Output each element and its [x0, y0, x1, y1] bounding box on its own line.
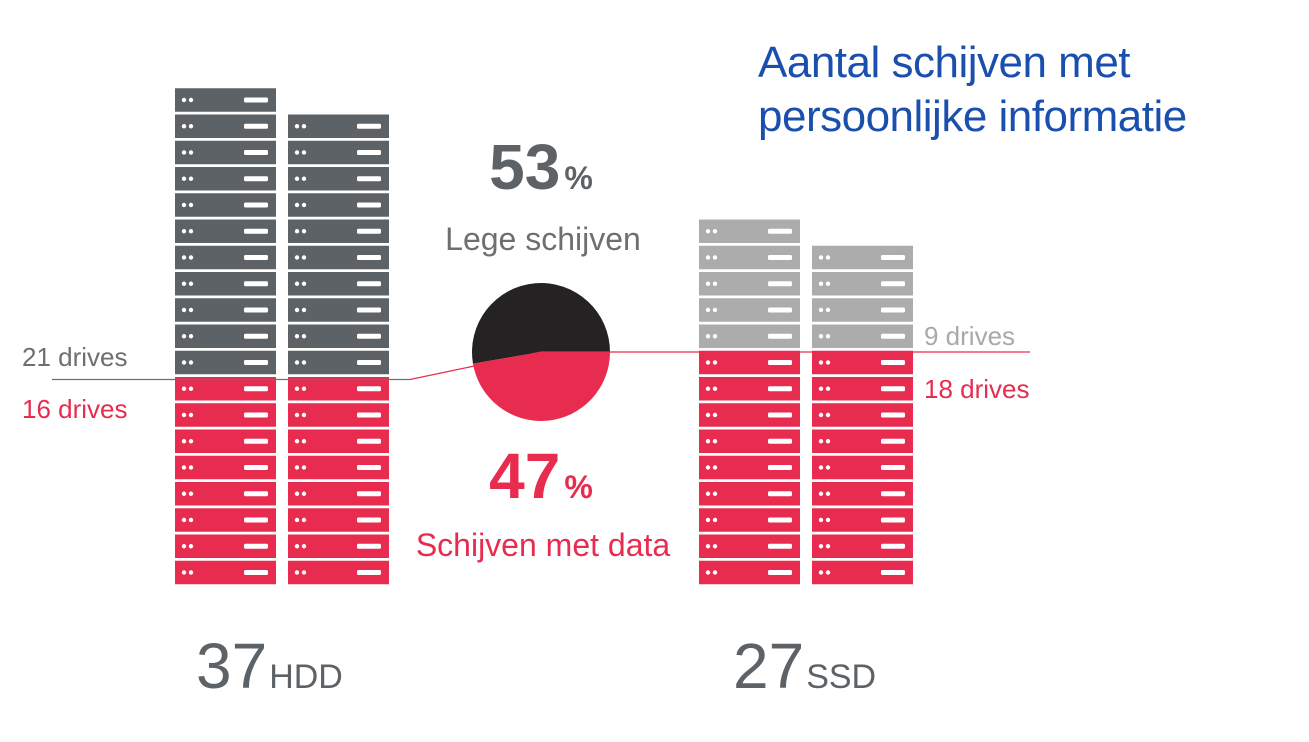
hdd-empty-drives-label: 21 drives [22, 342, 128, 372]
ssd-total: 27SSD [733, 630, 876, 702]
pie-chart [472, 283, 610, 422]
ssd-rack-data-unit [812, 350, 913, 375]
ssd-rack-data-unit [699, 534, 800, 558]
hdd-rack-empty-unit [288, 350, 389, 375]
chart-title-line-2: persoonlijke informatie [758, 92, 1187, 141]
ssd-total-label: SSD [806, 658, 876, 696]
ssd-rack-stacks [699, 219, 913, 585]
hdd-total: 37HDD [196, 630, 343, 702]
hdd-rack-empty-unit [175, 298, 276, 322]
ssd-rack-empty-unit [699, 272, 800, 296]
hdd-rack-empty-unit [175, 324, 276, 348]
hdd-data-drives-label: 16 drives [22, 394, 128, 424]
ssd-rack-data-unit [812, 403, 913, 427]
data-drives-percentage: 47% [489, 440, 593, 512]
data-drives-percent-unit: % [564, 469, 592, 505]
ssd-rack-data-unit [812, 455, 913, 480]
empty-drives-percent-unit: % [564, 160, 592, 196]
ssd-rack-data-unit [812, 482, 913, 506]
ssd-rack-empty-unit [699, 219, 800, 243]
ssd-rack-empty-unit [812, 324, 913, 348]
ssd-rack-data-unit [699, 429, 800, 453]
hdd-rack-empty-unit [175, 350, 276, 375]
hdd-rack-data-unit [288, 508, 389, 532]
hdd-rack-empty-unit [288, 193, 389, 217]
ssd-rack-data-unit [812, 508, 913, 532]
hdd-rack-data-unit [175, 508, 276, 532]
hdd-rack-data-unit [288, 560, 389, 585]
empty-drives-percent-value: 53 [489, 131, 560, 203]
hdd-rack-data-unit [175, 534, 276, 558]
hdd-rack-data-unit [288, 534, 389, 558]
hdd-rack-data-unit [175, 429, 276, 453]
hdd-rack-empty-unit [288, 114, 389, 138]
hdd-rack-data-unit [288, 482, 389, 506]
ssd-rack-data-unit [812, 377, 913, 401]
ssd-rack-data-unit [699, 508, 800, 532]
ssd-rack-data-unit [699, 482, 800, 506]
chart-title: Aantal schijven met persoonlijke informa… [758, 36, 1187, 144]
hdd-rack-data-unit [175, 560, 276, 585]
hdd-rack-empty-unit [175, 114, 276, 138]
ssd-rack-data-unit [699, 455, 800, 480]
ssd-rack-data-unit [699, 350, 800, 375]
data-drives-percent-value: 47 [489, 440, 560, 512]
hdd-rack-data-unit [175, 377, 276, 401]
ssd-rack-data-unit [699, 377, 800, 401]
pie-slice-empty-drives [472, 283, 610, 364]
ssd-rack-empty-unit [699, 298, 800, 322]
hdd-rack-empty-unit [288, 167, 389, 191]
ssd-rack-data-unit [812, 429, 913, 453]
data-drives-caption: Schijven met data [416, 527, 671, 563]
ssd-total-value: 27 [733, 630, 804, 702]
hdd-rack-stacks [175, 88, 389, 585]
ssd-rack-data-unit [699, 403, 800, 427]
ssd-data-drives-label: 18 drives [924, 374, 1030, 404]
hdd-rack-data-unit [288, 429, 389, 453]
hdd-total-label: HDD [269, 658, 343, 696]
ssd-rack-data-unit [812, 534, 913, 558]
hdd-rack-empty-unit [288, 272, 389, 296]
hdd-rack-data-unit [175, 482, 276, 506]
hdd-rack-data-unit [288, 455, 389, 480]
hdd-rack-empty-unit [288, 245, 389, 270]
hdd-total-value: 37 [196, 630, 267, 702]
ssd-rack-empty-unit [699, 324, 800, 348]
pie-slice-drives-with-data [472, 352, 610, 422]
ssd-rack-data-unit [812, 560, 913, 585]
hdd-rack-empty-unit [288, 298, 389, 322]
chart-title-line-1: Aantal schijven met [758, 38, 1131, 87]
hdd-rack-empty-unit [175, 245, 276, 270]
hdd-rack-data-unit [288, 403, 389, 427]
hdd-rack-data-unit [175, 403, 276, 427]
hdd-rack-empty-unit [175, 272, 276, 296]
hdd-rack-empty-unit [288, 140, 389, 165]
hdd-rack-data-unit [288, 377, 389, 401]
ssd-empty-drives-label: 9 drives [924, 321, 1015, 351]
hdd-rack-empty-unit [288, 219, 389, 243]
ssd-rack-empty-unit [699, 245, 800, 270]
hdd-rack-empty-unit [175, 167, 276, 191]
hdd-rack-data-unit [175, 455, 276, 480]
hdd-rack-empty-unit [288, 324, 389, 348]
empty-drives-percentage: 53% [489, 131, 593, 203]
ssd-rack-data-unit [699, 560, 800, 585]
ssd-rack-empty-unit [812, 272, 913, 296]
hdd-rack-empty-unit [175, 88, 276, 112]
hdd-connector-line [409, 351, 542, 381]
hdd-rack-empty-unit [175, 193, 276, 217]
hdd-rack-empty-unit [175, 219, 276, 243]
empty-drives-caption: Lege schijven [445, 221, 641, 257]
ssd-rack-empty-unit [812, 298, 913, 322]
ssd-rack-empty-unit [812, 245, 913, 270]
hdd-rack-empty-unit [175, 140, 276, 165]
